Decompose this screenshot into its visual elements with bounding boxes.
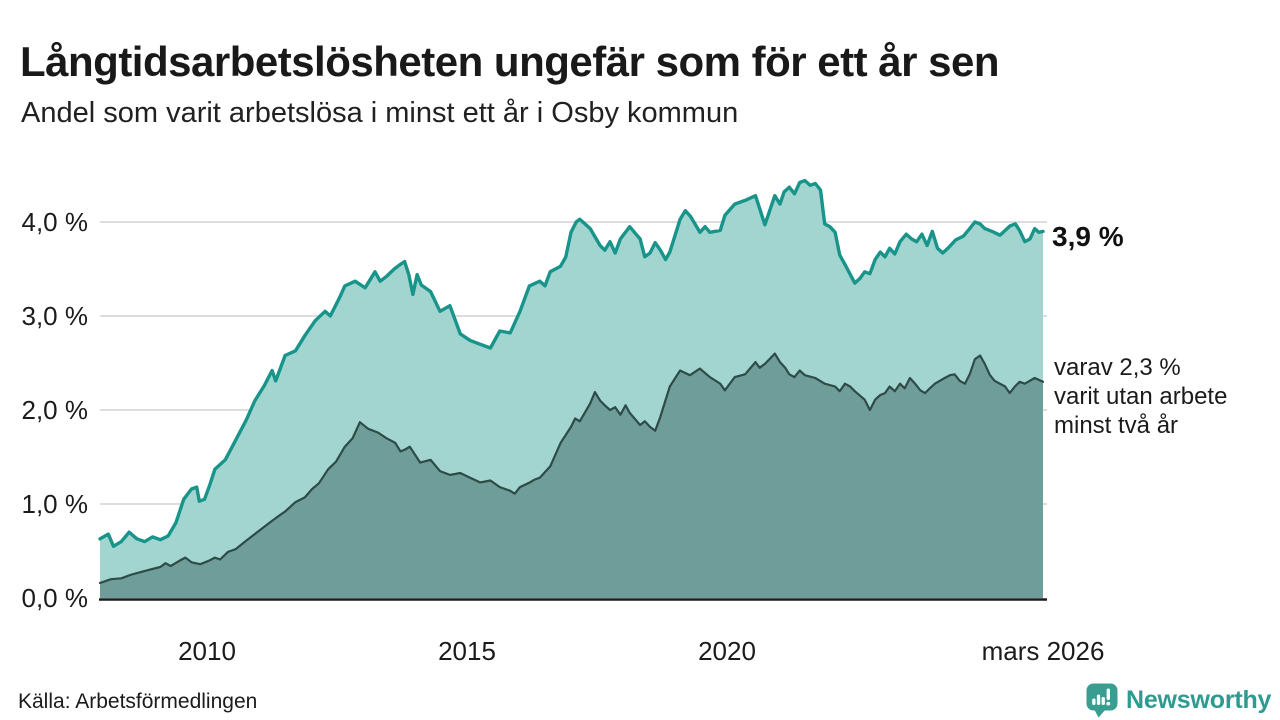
- y-axis-tick-label: 3,0 %: [21, 301, 89, 331]
- y-axis-tick-label: 0,0 %: [21, 583, 89, 613]
- x-axis-tick-label: mars 2026: [981, 636, 1105, 666]
- page-subtitle: Andel som varit arbetslösa i minst ett å…: [21, 97, 739, 129]
- series-minst_tva_ar-line: [98, 352, 1045, 585]
- x-axis-tick-label: 2010: [178, 636, 236, 666]
- series-total-line: [98, 178, 1045, 548]
- x-axis-tick-label: 2020: [698, 636, 756, 666]
- page-title: Långtidsarbetslösheten ungefär som för e…: [20, 38, 1000, 86]
- y-axis-tick-label: 4,0 %: [21, 207, 89, 237]
- annotation-breakdown-line: varav 2,3 %: [1054, 354, 1181, 381]
- series-areas: [100, 180, 1043, 598]
- series-minst_tva_ar-area: [100, 353, 1043, 598]
- x-axis-tick-label: 2015: [438, 636, 496, 666]
- newsworthy-logo: Newsworthy: [1086, 683, 1271, 718]
- annotation-breakdown-line: minst två år: [1054, 412, 1179, 439]
- source-note: Källa: Arbetsförmedlingen: [18, 690, 258, 713]
- newsworthy-logo-icon: [1086, 683, 1118, 718]
- series-lines: [98, 178, 1045, 585]
- y-axis-tick-labels: 0,0 % 1,0 % 2,0 % 3,0 % 4,0 %: [0, 0, 89, 720]
- y-axis-tick-label: 1,0 %: [21, 489, 89, 519]
- annotation-latest-total-value: 3,9 %: [1052, 221, 1124, 252]
- x-axis-tick-labels: 2010 2015 2020 mars 2026: [0, 636, 1280, 670]
- y-axis-tick-label: 2,0 %: [21, 395, 89, 425]
- annotation-two-year-breakdown: varav 2,3 % varit utan arbete minst två …: [1054, 353, 1227, 440]
- newsworthy-logo-text: Newsworthy: [1126, 686, 1272, 714]
- annotation-breakdown-line: varit utan arbete: [1054, 383, 1228, 410]
